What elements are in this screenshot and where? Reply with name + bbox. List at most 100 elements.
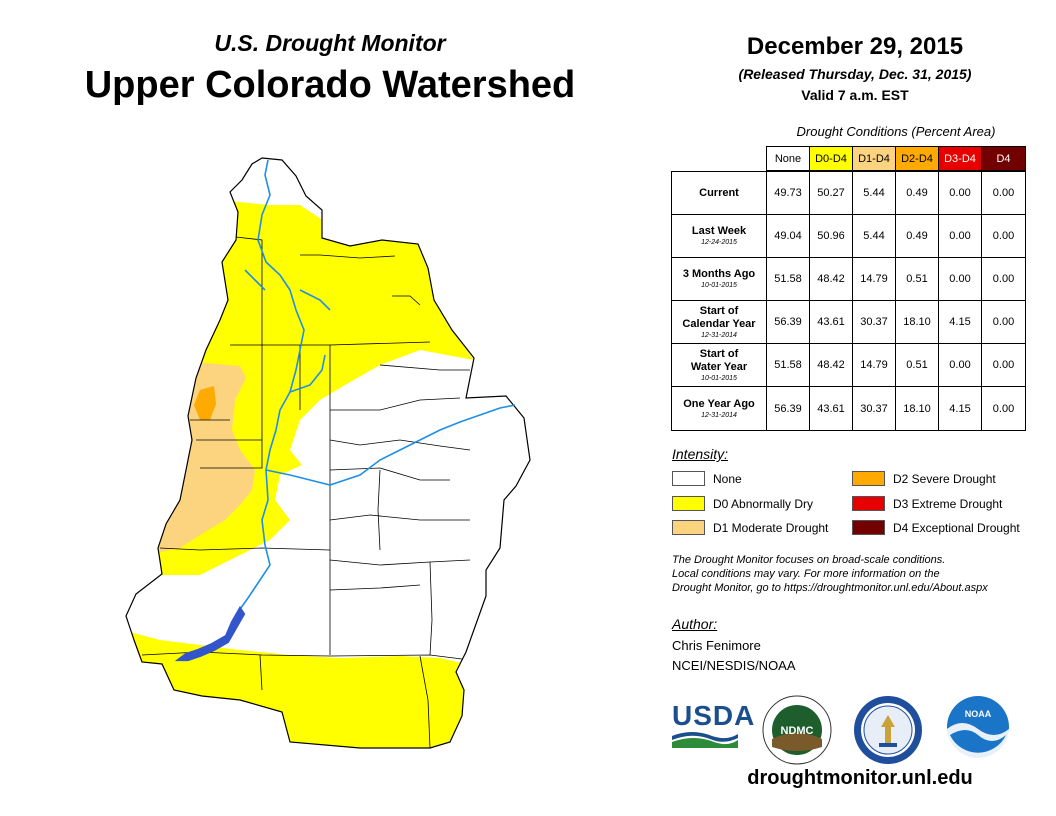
table-cell: 48.42 [810,258,853,300]
legend-swatch [672,496,705,511]
table-cell: 50.27 [810,172,853,214]
table-cell: 56.39 [767,387,810,430]
table-cell: 4.15 [939,301,982,343]
legend-item: D2 Severe Drought [852,471,996,486]
table-cell: 49.73 [767,172,810,214]
map-subtitle: U.S. Drought Monitor [214,30,446,56]
table-cell: 18.10 [896,301,939,343]
intensity-title: Intensity: [672,446,729,462]
ndmc-logo-text: NDMC [781,725,814,737]
table-cell: 0.49 [896,172,939,214]
table-cell: 14.79 [853,258,896,300]
legend-swatch [672,520,705,535]
table-cell: 51.58 [767,258,810,300]
column-header: D3-D4 [939,147,982,170]
legend-label: None [713,471,742,486]
table-row: One Year Ago 12-31-2014 56.39 43.61 30.37 18.… [672,387,1025,430]
map-date: December 29, 2015 [746,33,964,60]
legend-label: D0 Abnormally Dry [713,496,814,511]
author-name: Chris Fenimore [672,638,761,653]
table-cell: 0.00 [939,172,982,214]
row-date: 12-31-2014 [701,331,737,339]
legend-swatch [852,520,885,535]
table-cell: 5.44 [853,215,896,257]
table-row: Start of Water Year 10-01-2015 51.58 48.42 14… [672,344,1025,387]
table-cell: 43.61 [810,387,853,430]
note-line-1: The Drought Monitor focuses on broad-sca… [672,554,946,566]
watershed-boundary [125,157,531,749]
row-label-text: One Year Ago [683,397,755,410]
valid-time: Valid 7 a.m. EST [801,87,909,103]
table-cell: 5.44 [853,172,896,214]
table-cell: 14.79 [853,344,896,386]
usda-hills-icon [672,730,738,748]
table-cell: 56.39 [767,301,810,343]
row-label-text: Last Week [691,225,747,237]
legend-swatch [852,471,885,486]
noaa-logo-text: NOAA [965,709,992,719]
table-cell: 0.00 [992,359,1015,371]
website-url[interactable]: droughtmonitor.unl.edu [747,767,973,789]
map-title: Upper Colorado Watershed [84,64,576,106]
legend-swatch [672,471,705,486]
column-header: None [767,147,810,170]
row-label-text-2: Calendar Year [682,317,756,330]
table-cell: 30.37 [853,387,896,430]
note-line-3: Drought Monitor, go to https://droughtmo… [672,582,988,594]
row-date: 12-24-2015 [701,239,737,246]
commerce-seal-logo [854,696,922,764]
ndmc-logo: NDMC [762,695,832,765]
table-cell: 0.00 [992,316,1015,328]
table-header: None D0-D4 D1-D4 D2-D4 D3-D4 D4 [766,146,1026,171]
row-label-text-2: Water Year [690,360,748,373]
table-cell: 49.04 [767,215,810,257]
legend-item: D3 Extreme Drought [852,496,1002,511]
table-cell: 4.15 [939,387,982,430]
legend-item: D4 Exceptional Drought [852,520,1020,535]
table-cell: 0.00 [939,258,982,300]
table-row: Last Week 12-24-2015 49.04 50.96 5.44 0.49 0.0… [672,215,1025,258]
row-label-text: 3 Months Ago [682,268,756,280]
table-cell: 43.61 [810,301,853,343]
table-cell: 48.42 [810,344,853,386]
column-header: D2-D4 [896,147,939,170]
column-header: D1-D4 [853,147,896,170]
table-cell: 0.00 [992,230,1015,242]
release-date: (Released Thursday, Dec. 31, 2015) [738,66,972,82]
legend-label: D3 Extreme Drought [893,496,1003,511]
row-date: 10-01-2015 [701,374,737,382]
table-row: Start of Calendar Year 12-31-2014 56.39 43.6… [672,301,1025,344]
legend-label: D4 Exceptional Drought [893,520,1020,535]
row-label: Current [672,172,767,214]
row-date: 12-31-2014 [701,411,737,419]
legend-label: D2 Severe Drought [893,471,996,486]
lake-powell [174,605,246,662]
legend-item: D1 Moderate Drought [672,520,828,535]
table-cell: 50.96 [810,215,853,257]
legend-item: D0 Abnormally Dry [672,496,813,511]
table-cell: 0.00 [992,273,1015,285]
table-cell: 0.51 [896,344,939,386]
row-label: 3 Months Ago 10-01-2015 [672,258,767,300]
note-line-2: Local conditions may vary. For more info… [672,568,940,580]
table-cell: 0.00 [992,402,1015,415]
table-cell: 0.51 [896,258,939,300]
table-row: 3 Months Ago 10-01-2015 51.58 48.42 14.79 0.5… [672,258,1025,301]
table-cell: 0.00 [939,215,982,257]
table-cell: 51.58 [767,344,810,386]
table-cell: 0.49 [896,215,939,257]
row-label: Start of Calendar Year 12-31-2014 [672,301,767,343]
column-header: D0-D4 [810,147,853,170]
author-org: NCEI/NESDIS/NOAA [672,658,796,673]
table-cell: 30.37 [853,301,896,343]
table-cell: 0.00 [992,187,1015,199]
legend-item: None [672,471,742,486]
row-date: 10-01-2015 [701,282,737,289]
usda-logo: USDA [672,700,756,731]
row-label-text: Start of [699,304,739,317]
row-label-text: Current [699,186,739,199]
row-label-text: Start of [699,347,739,360]
noaa-logo: NOAA [947,696,1009,759]
conditions-title: Drought Conditions (Percent Area) [796,124,996,139]
watershed-map [125,157,531,749]
